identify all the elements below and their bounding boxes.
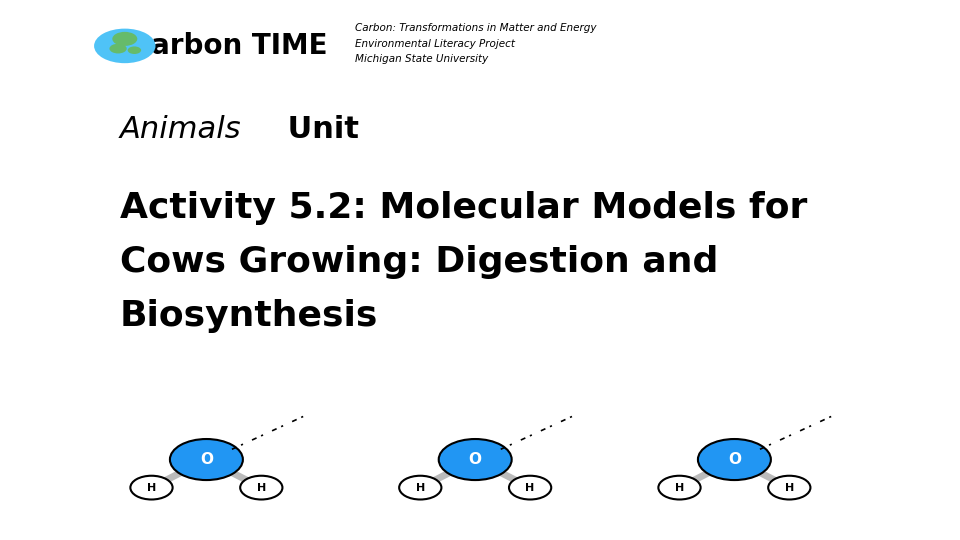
Circle shape [509, 476, 551, 500]
Text: Cows Growing: Digestion and: Cows Growing: Digestion and [120, 245, 718, 279]
Text: H: H [147, 483, 156, 492]
Circle shape [128, 46, 141, 54]
Text: H: H [416, 483, 425, 492]
Circle shape [131, 476, 173, 500]
Text: O: O [200, 452, 213, 467]
Text: H: H [675, 483, 684, 492]
Text: Biosynthesis: Biosynthesis [120, 299, 378, 333]
Circle shape [768, 476, 810, 500]
Text: Environmental Literacy Project: Environmental Literacy Project [355, 39, 516, 49]
Circle shape [109, 44, 127, 53]
Circle shape [112, 32, 137, 46]
Circle shape [240, 476, 282, 500]
Text: Carbon: Transformations in Matter and Energy: Carbon: Transformations in Matter and En… [355, 23, 597, 33]
Text: Animals: Animals [120, 115, 242, 144]
Text: Unit: Unit [276, 115, 359, 144]
Circle shape [399, 476, 442, 500]
Circle shape [439, 439, 512, 480]
Text: Activity 5.2: Molecular Models for: Activity 5.2: Molecular Models for [120, 191, 807, 225]
Circle shape [94, 29, 156, 63]
Text: Michigan State University: Michigan State University [355, 55, 489, 64]
Text: O: O [728, 452, 741, 467]
Text: O: O [468, 452, 482, 467]
Text: arbon TIME: arbon TIME [151, 32, 327, 60]
Circle shape [698, 439, 771, 480]
Circle shape [170, 439, 243, 480]
Text: H: H [256, 483, 266, 492]
Text: H: H [784, 483, 794, 492]
Text: H: H [525, 483, 535, 492]
Circle shape [659, 476, 701, 500]
